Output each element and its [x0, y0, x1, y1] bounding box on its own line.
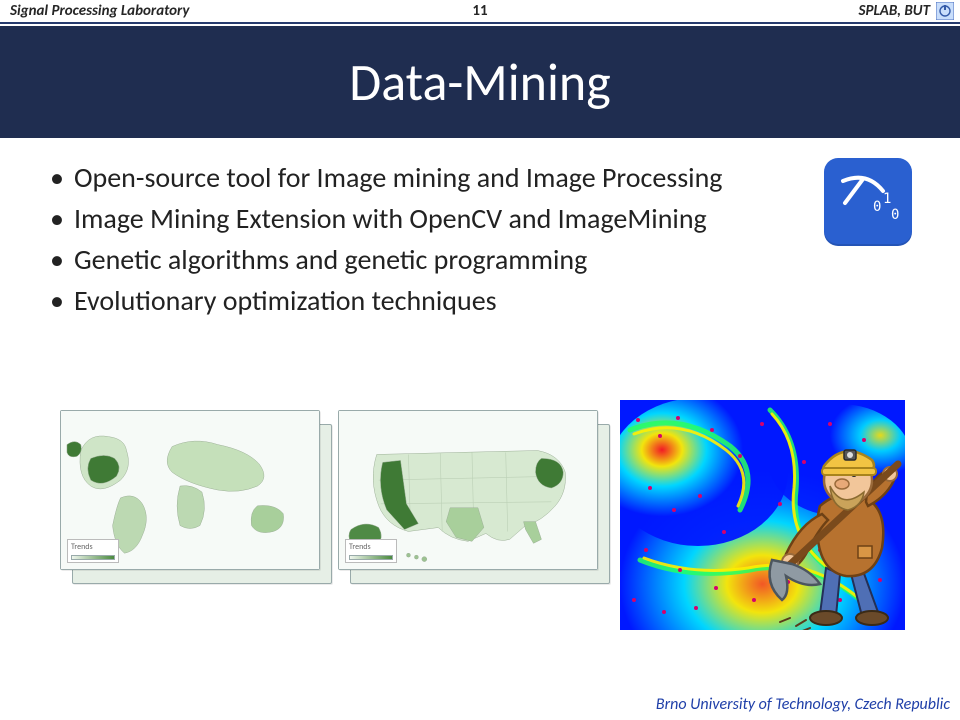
- slide: Signal Processing Laboratory 11 SPLAB, B…: [0, 0, 960, 720]
- body-content: Open-source tool for Image mining and Im…: [50, 160, 910, 324]
- bullet-item: Genetic algorithms and genetic programmi…: [50, 242, 910, 277]
- world-map-stack: Trends: [60, 410, 320, 570]
- bullet-text: Genetic algorithms and genetic programmi…: [74, 242, 587, 277]
- us-legend: Trends: [345, 539, 397, 563]
- legend-label: Trends: [349, 542, 393, 552]
- image-row: Trends: [60, 400, 920, 630]
- bullet-text: Image Mining Extension with OpenCV and I…: [74, 201, 707, 236]
- org-logo-icon: [936, 2, 954, 20]
- slide-number: 11: [472, 2, 487, 20]
- world-legend: Trends: [67, 539, 119, 563]
- top-bar: Signal Processing Laboratory 11 SPLAB, B…: [0, 0, 960, 24]
- legend-gradient: [349, 555, 393, 560]
- bullet-item: Evolutionary optimization techniques: [50, 283, 910, 318]
- us-map-front: Trends: [338, 410, 598, 570]
- world-map-front: Trends: [60, 410, 320, 570]
- topbar-left: Signal Processing Laboratory: [10, 2, 189, 20]
- title-band: Data-Mining: [0, 26, 960, 138]
- us-map-stack: Trends: [338, 410, 598, 570]
- legend-gradient: [71, 555, 115, 560]
- heatmap-with-miner: [620, 400, 905, 630]
- footer-text: Brno University of Technology, Czech Rep…: [656, 695, 950, 714]
- slide-title: Data-Mining: [349, 50, 610, 114]
- bullet-text: Evolutionary optimization techniques: [74, 283, 497, 318]
- bullet-text: Open-source tool for Image mining and Im…: [74, 160, 722, 195]
- org-label: SPLAB, BUT: [859, 2, 931, 20]
- bullet-list: Open-source tool for Image mining and Im…: [50, 160, 910, 318]
- legend-label: Trends: [71, 542, 115, 552]
- bullet-item: Open-source tool for Image mining and Im…: [50, 160, 910, 195]
- bullet-item: Image Mining Extension with OpenCV and I…: [50, 201, 910, 236]
- topbar-right: SPLAB, BUT: [859, 2, 955, 20]
